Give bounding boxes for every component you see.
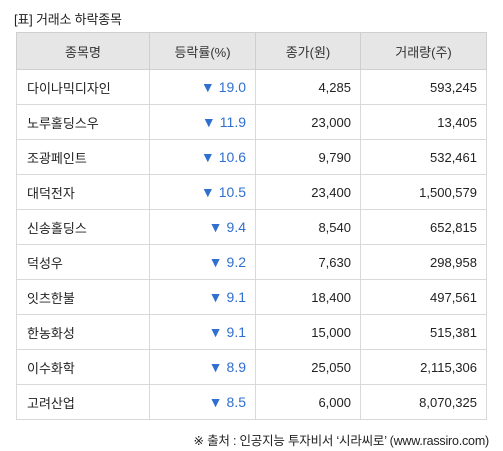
change-rate-value: 11.9	[219, 114, 246, 130]
trade-volume: 2,115,306	[360, 349, 487, 385]
change-rate: ▼ 8.9	[149, 349, 256, 385]
change-rate: ▼ 10.5	[149, 174, 256, 210]
down-arrow-icon: ▼	[200, 149, 215, 165]
change-rate: ▼ 8.5	[149, 384, 256, 420]
table-row: 노루홀딩스우 ▼ 11.9 23,000 13,405	[16, 104, 487, 140]
table-row: 한농화성 ▼ 9.1 15,000 515,381	[16, 314, 487, 350]
close-price: 8,540	[255, 209, 361, 245]
change-rate-value: 9.1	[226, 324, 246, 340]
trade-volume: 652,815	[360, 209, 487, 245]
change-rate-value: 9.2	[226, 254, 246, 270]
stock-name: 덕성우	[16, 244, 150, 280]
change-rate: ▼ 9.1	[149, 279, 256, 315]
close-price: 9,790	[255, 139, 361, 175]
down-arrow-icon: ▼	[208, 289, 223, 305]
down-arrow-icon: ▼	[208, 219, 223, 235]
change-rate: ▼ 9.4	[149, 209, 256, 245]
stock-name: 조광페인트	[16, 139, 150, 175]
table-row: 신송홀딩스 ▼ 9.4 8,540 652,815	[16, 209, 487, 245]
header-close: 종가(원)	[255, 32, 361, 70]
close-price: 18,400	[255, 279, 361, 315]
trade-volume: 8,070,325	[360, 384, 487, 420]
table-row: 이수화학 ▼ 8.9 25,050 2,115,306	[16, 349, 487, 385]
change-rate: ▼ 9.2	[149, 244, 256, 280]
down-arrow-icon: ▼	[208, 394, 223, 410]
close-price: 15,000	[255, 314, 361, 350]
stock-name: 잇츠한불	[16, 279, 150, 315]
table-caption: [표] 거래소 하락종목	[14, 12, 122, 27]
header-name: 종목명	[16, 32, 150, 70]
down-arrow-icon: ▼	[208, 324, 223, 340]
change-rate-value: 10.6	[218, 149, 246, 165]
change-rate-value: 8.9	[226, 359, 246, 375]
header-volume: 거래량(주)	[360, 32, 487, 70]
change-rate: ▼ 10.6	[149, 139, 256, 175]
trade-volume: 13,405	[360, 104, 487, 140]
change-rate: ▼ 9.1	[149, 314, 256, 350]
declining-stocks-table: 종목명 등락률(%) 종가(원) 거래량(주) 다이나믹디자인 ▼ 19.0 4,28…	[16, 32, 487, 420]
close-price: 7,630	[255, 244, 361, 280]
stock-name: 고려산업	[16, 384, 150, 420]
source-note: ※ 출처 : 인공지능 투자비서 ‘시라씨로’ (www.rassiro.com…	[193, 434, 490, 448]
table-row: 조광페인트 ▼ 10.6 9,790 532,461	[16, 139, 487, 175]
down-arrow-icon: ▼	[201, 114, 216, 130]
change-rate-value: 19.0	[218, 79, 246, 95]
stock-name: 대덕전자	[16, 174, 150, 210]
trade-volume: 515,381	[360, 314, 487, 350]
down-arrow-icon: ▼	[208, 254, 223, 270]
header-rate: 등락률(%)	[149, 32, 256, 70]
stock-name: 한농화성	[16, 314, 150, 350]
close-price: 25,050	[255, 349, 361, 385]
trade-volume: 497,561	[360, 279, 487, 315]
change-rate: ▼ 11.9	[149, 104, 256, 140]
table-row: 덕성우 ▼ 9.2 7,630 298,958	[16, 244, 487, 280]
table-row: 잇츠한불 ▼ 9.1 18,400 497,561	[16, 279, 487, 315]
change-rate-value: 10.5	[218, 184, 246, 200]
close-price: 4,285	[255, 69, 361, 105]
trade-volume: 532,461	[360, 139, 487, 175]
change-rate-value: 8.5	[226, 394, 246, 410]
change-rate-value: 9.4	[226, 219, 246, 235]
header-row: 종목명 등락률(%) 종가(원) 거래량(주)	[16, 32, 487, 70]
trade-volume: 1,500,579	[360, 174, 487, 210]
table-row: 고려산업 ▼ 8.5 6,000 8,070,325	[16, 384, 487, 420]
table-row: 대덕전자 ▼ 10.5 23,400 1,500,579	[16, 174, 487, 210]
stock-name: 다이나믹디자인	[16, 69, 150, 105]
down-arrow-icon: ▼	[200, 184, 215, 200]
close-price: 6,000	[255, 384, 361, 420]
stock-name: 노루홀딩스우	[16, 104, 150, 140]
down-arrow-icon: ▼	[200, 79, 215, 95]
change-rate-value: 9.1	[226, 289, 246, 305]
stock-name: 신송홀딩스	[16, 209, 150, 245]
close-price: 23,400	[255, 174, 361, 210]
change-rate: ▼ 19.0	[149, 69, 256, 105]
table-row: 다이나믹디자인 ▼ 19.0 4,285 593,245	[16, 69, 487, 105]
close-price: 23,000	[255, 104, 361, 140]
trade-volume: 298,958	[360, 244, 487, 280]
down-arrow-icon: ▼	[208, 359, 223, 375]
stock-name: 이수화학	[16, 349, 150, 385]
trade-volume: 593,245	[360, 69, 487, 105]
